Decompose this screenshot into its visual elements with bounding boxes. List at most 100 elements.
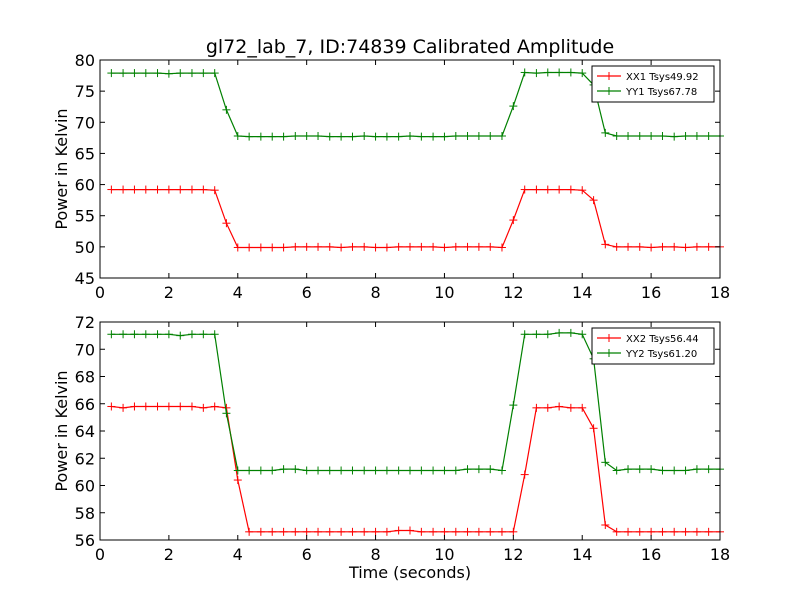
legend: XX2 Tsys56.44 YY2 Tsys61.20 bbox=[591, 327, 715, 365]
data-point bbox=[360, 131, 369, 140]
y-axis-label: Power in Kelvin bbox=[52, 370, 71, 491]
data-point bbox=[624, 131, 633, 140]
x-tick-label: 16 bbox=[641, 545, 661, 564]
data-point bbox=[555, 402, 564, 411]
data-point bbox=[199, 185, 208, 194]
data-point bbox=[635, 527, 644, 536]
data-point bbox=[233, 476, 242, 485]
data-point bbox=[210, 330, 219, 339]
series-line bbox=[111, 189, 720, 249]
legend-entry: YY1 Tsys67.78 bbox=[597, 87, 697, 98]
data-point bbox=[406, 131, 414, 140]
legend-label: XX2 Tsys56.44 bbox=[626, 334, 699, 345]
data-point bbox=[268, 466, 277, 475]
data-point bbox=[291, 242, 300, 251]
data-point bbox=[325, 466, 334, 475]
figure-title: gl72_lab_7, ID:74839 Calibrated Amplitud… bbox=[206, 36, 614, 58]
data-point bbox=[302, 242, 311, 251]
data-point bbox=[337, 132, 346, 141]
data-point bbox=[417, 242, 426, 251]
data-point bbox=[199, 330, 208, 339]
data-point bbox=[245, 132, 254, 141]
data-point bbox=[107, 330, 116, 339]
x-tick-label: 4 bbox=[233, 545, 243, 564]
data-point bbox=[589, 424, 598, 433]
x-tick-label: 2 bbox=[164, 545, 174, 564]
data-point bbox=[429, 242, 438, 251]
data-point bbox=[658, 131, 667, 140]
x-tick-label: 14 bbox=[572, 283, 592, 302]
data-point bbox=[130, 330, 139, 339]
data-point bbox=[451, 131, 460, 140]
data-point bbox=[210, 186, 219, 195]
data-point bbox=[509, 527, 518, 536]
data-point bbox=[371, 132, 380, 141]
data-point bbox=[578, 330, 587, 339]
data-point bbox=[555, 68, 564, 77]
data-point bbox=[107, 69, 116, 78]
data-point bbox=[566, 68, 575, 77]
data-point bbox=[268, 132, 277, 141]
data-point bbox=[704, 242, 713, 251]
data-point bbox=[268, 527, 277, 536]
data-point bbox=[681, 243, 690, 252]
data-point bbox=[635, 131, 644, 140]
data-point bbox=[440, 243, 449, 252]
data-point bbox=[187, 185, 196, 194]
data-point bbox=[692, 527, 701, 536]
data-point bbox=[233, 131, 242, 140]
data-point bbox=[509, 216, 518, 225]
data-point bbox=[704, 131, 713, 140]
data-point bbox=[279, 527, 288, 536]
data-point bbox=[360, 242, 369, 251]
x-tick-label: 10 bbox=[434, 545, 454, 564]
data-point bbox=[107, 402, 116, 411]
data-point bbox=[670, 466, 679, 475]
data-point bbox=[371, 243, 380, 252]
data-point bbox=[245, 243, 254, 252]
data-point bbox=[119, 185, 128, 194]
data-point bbox=[704, 465, 713, 474]
data-point bbox=[382, 243, 391, 252]
data-point bbox=[440, 527, 449, 536]
data-point bbox=[497, 466, 506, 475]
data-point bbox=[187, 402, 196, 411]
data-point bbox=[302, 527, 311, 536]
data-point bbox=[474, 242, 483, 251]
data-point bbox=[647, 465, 656, 474]
y-tick-label: 62 bbox=[75, 449, 95, 468]
data-point bbox=[532, 69, 541, 78]
data-point bbox=[371, 527, 380, 536]
x-tick-label: 18 bbox=[710, 283, 730, 302]
legend-label: XX1 Tsys49.92 bbox=[626, 72, 699, 83]
y-tick-label: 70 bbox=[75, 340, 95, 359]
data-point bbox=[647, 131, 656, 140]
data-point bbox=[302, 131, 311, 140]
data-point bbox=[256, 527, 265, 536]
data-point bbox=[245, 466, 254, 475]
data-point bbox=[624, 242, 633, 251]
data-point bbox=[107, 185, 116, 194]
x-tick-label: 4 bbox=[233, 283, 243, 302]
data-point bbox=[543, 403, 552, 412]
data-point bbox=[670, 527, 679, 536]
data-point bbox=[555, 185, 564, 194]
data-point bbox=[314, 527, 323, 536]
data-point bbox=[520, 185, 529, 194]
data-point bbox=[222, 105, 231, 114]
y-tick-label: 65 bbox=[75, 144, 95, 163]
data-point bbox=[624, 527, 633, 536]
data-point bbox=[509, 401, 518, 410]
data-point bbox=[119, 330, 128, 339]
data-point bbox=[463, 242, 472, 251]
data-point bbox=[692, 131, 701, 140]
data-point bbox=[233, 466, 242, 475]
data-point bbox=[463, 527, 472, 536]
data-point bbox=[382, 132, 391, 141]
data-point bbox=[658, 466, 667, 475]
data-point bbox=[141, 402, 150, 411]
data-point bbox=[451, 527, 460, 536]
y-tick-label: 75 bbox=[75, 82, 95, 101]
